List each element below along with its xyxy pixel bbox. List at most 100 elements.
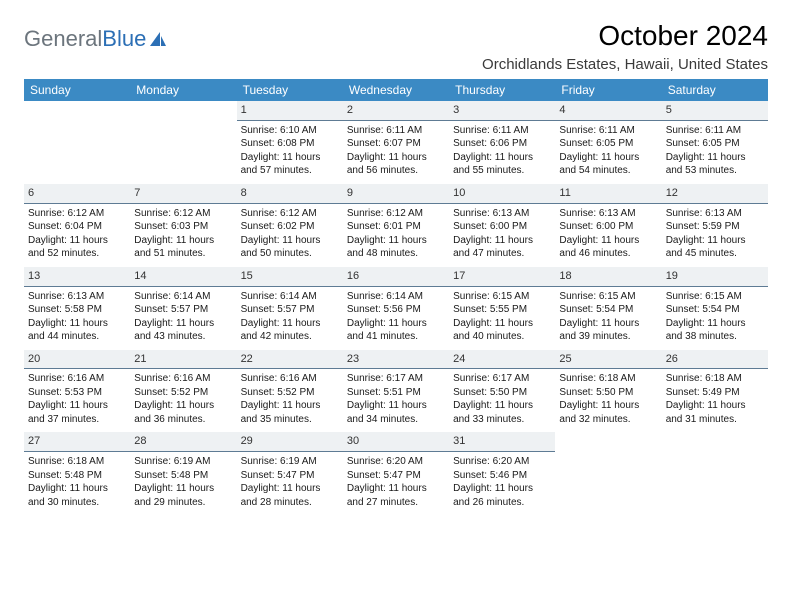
day-number: 2 [343,101,449,121]
sunset-text: Sunset: 5:53 PM [28,386,126,400]
day-number: 10 [449,184,555,204]
sunset-text: Sunset: 5:50 PM [453,386,551,400]
daylight-text: Daylight: 11 hours [134,482,232,496]
daylight-text: Daylight: 11 hours [453,482,551,496]
sunset-text: Sunset: 5:48 PM [28,469,126,483]
daylight-text: and 38 minutes. [666,330,764,344]
calendar-cell: 10Sunrise: 6:13 AMSunset: 6:00 PMDayligh… [449,184,555,267]
sunset-text: Sunset: 6:05 PM [559,137,657,151]
sunset-text: Sunset: 5:52 PM [241,386,339,400]
daylight-text: and 53 minutes. [666,164,764,178]
calendar-cell [130,101,236,184]
day-number: 30 [343,432,449,452]
sunset-text: Sunset: 6:01 PM [347,220,445,234]
day-number: 25 [555,350,661,370]
sunset-text: Sunset: 5:59 PM [666,220,764,234]
sunrise-text: Sunrise: 6:16 AM [241,372,339,386]
daylight-text: and 42 minutes. [241,330,339,344]
sunset-text: Sunset: 5:47 PM [347,469,445,483]
sunset-text: Sunset: 6:04 PM [28,220,126,234]
calendar-cell: 15Sunrise: 6:14 AMSunset: 5:57 PMDayligh… [237,267,343,350]
day-number: 9 [343,184,449,204]
sunrise-text: Sunrise: 6:13 AM [559,207,657,221]
sunrise-text: Sunrise: 6:15 AM [559,290,657,304]
day-number: 27 [24,432,130,452]
sunrise-text: Sunrise: 6:12 AM [241,207,339,221]
calendar-cell: 1Sunrise: 6:10 AMSunset: 6:08 PMDaylight… [237,101,343,184]
daylight-text: Daylight: 11 hours [241,317,339,331]
daylight-text: and 39 minutes. [559,330,657,344]
day-number: 1 [237,101,343,121]
calendar-row: 1Sunrise: 6:10 AMSunset: 6:08 PMDaylight… [24,101,768,184]
day-number: 6 [24,184,130,204]
sunrise-text: Sunrise: 6:13 AM [453,207,551,221]
calendar-cell: 4Sunrise: 6:11 AMSunset: 6:05 PMDaylight… [555,101,661,184]
day-number: 16 [343,267,449,287]
calendar-row: 13Sunrise: 6:13 AMSunset: 5:58 PMDayligh… [24,267,768,350]
sunrise-text: Sunrise: 6:19 AM [134,455,232,469]
weekday-header: Monday [130,79,236,101]
day-number: 12 [662,184,768,204]
sunset-text: Sunset: 6:02 PM [241,220,339,234]
daylight-text: Daylight: 11 hours [347,482,445,496]
daylight-text: and 50 minutes. [241,247,339,261]
sunrise-text: Sunrise: 6:14 AM [347,290,445,304]
day-number: 24 [449,350,555,370]
calendar-cell: 24 Sunrise: 6:17 AMSunset: 5:50 PMDayligh… [449,350,555,433]
calendar-cell: 28 Sunrise: 6:19 AMSunset: 5:48 PMDayligh… [130,432,236,515]
sunrise-text: Sunrise: 6:18 AM [559,372,657,386]
daylight-text: and 54 minutes. [559,164,657,178]
daylight-text: Daylight: 11 hours [134,234,232,248]
daylight-text: Daylight: 11 hours [241,151,339,165]
day-number: 3 [449,101,555,121]
day-number: 13 [24,267,130,287]
sunrise-text: Sunrise: 6:18 AM [28,455,126,469]
daylight-text: Daylight: 11 hours [28,399,126,413]
calendar-cell: 29Sunrise: 6:19 AMSunset: 5:47 PMDayligh… [237,432,343,515]
daylight-text: and 26 minutes. [453,496,551,510]
daylight-text: and 55 minutes. [453,164,551,178]
daylight-text: and 47 minutes. [453,247,551,261]
daylight-text: Daylight: 11 hours [559,399,657,413]
calendar-cell: 26Sunrise: 6:18 AMSunset: 5:49 PMDayligh… [662,350,768,433]
calendar-cell [662,432,768,515]
calendar-cell: 18Sunrise: 6:15 AMSunset: 5:54 PMDayligh… [555,267,661,350]
sunrise-text: Sunrise: 6:18 AM [666,372,764,386]
logo-sail-icon [148,30,168,48]
sunset-text: Sunset: 5:52 PM [134,386,232,400]
calendar-cell: 8Sunrise: 6:12 AMSunset: 6:02 PMDaylight… [237,184,343,267]
sunrise-text: Sunrise: 6:16 AM [28,372,126,386]
sunset-text: Sunset: 5:48 PM [134,469,232,483]
logo: GeneralBlue [24,20,168,52]
sunrise-text: Sunrise: 6:16 AM [134,372,232,386]
sunrise-text: Sunrise: 6:17 AM [453,372,551,386]
daylight-text: and 27 minutes. [347,496,445,510]
sunset-text: Sunset: 5:54 PM [559,303,657,317]
daylight-text: and 31 minutes. [666,413,764,427]
day-number: 17 [449,267,555,287]
day-number: 15 [237,267,343,287]
sunrise-text: Sunrise: 6:12 AM [134,207,232,221]
sunrise-text: Sunrise: 6:17 AM [347,372,445,386]
location: Orchidlands Estates, Hawaii, United Stat… [482,56,768,73]
logo-text-1: General [24,26,102,52]
daylight-text: and 56 minutes. [347,164,445,178]
daylight-text: Daylight: 11 hours [453,399,551,413]
daylight-text: and 51 minutes. [134,247,232,261]
day-number: 26 [662,350,768,370]
daylight-text: Daylight: 11 hours [347,234,445,248]
daylight-text: Daylight: 11 hours [453,151,551,165]
day-number: 28 [130,432,236,452]
sunset-text: Sunset: 5:57 PM [134,303,232,317]
daylight-text: Daylight: 11 hours [241,399,339,413]
calendar-table: Sunday Monday Tuesday Wednesday Thursday… [24,79,768,515]
daylight-text: Daylight: 11 hours [453,234,551,248]
sunset-text: Sunset: 5:50 PM [559,386,657,400]
day-number: 14 [130,267,236,287]
sunrise-text: Sunrise: 6:13 AM [28,290,126,304]
daylight-text: Daylight: 11 hours [559,317,657,331]
calendar-cell: 11Sunrise: 6:13 AMSunset: 6:00 PMDayligh… [555,184,661,267]
daylight-text: Daylight: 11 hours [666,234,764,248]
month-title: October 2024 [482,20,768,52]
day-number: 20 [24,350,130,370]
